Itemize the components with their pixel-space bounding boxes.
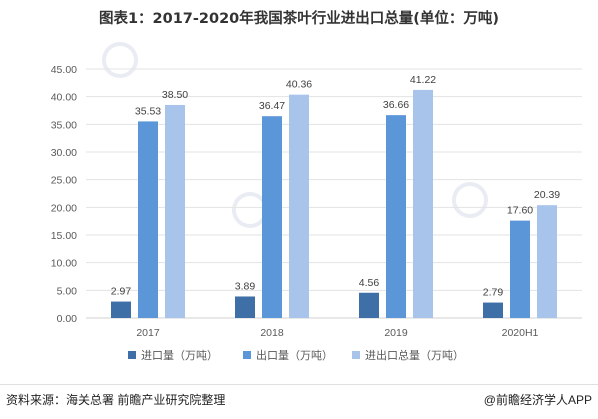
bar-2018-series-2 (289, 94, 309, 318)
data-label: 2.79 (483, 287, 504, 299)
bar-2017-series-1 (138, 121, 158, 318)
data-label: 17.60 (507, 205, 533, 217)
data-label: 20.39 (534, 189, 560, 201)
watermark (102, 42, 138, 78)
watermark (452, 182, 488, 218)
watermark (0, 198, 2, 242)
data-label: 38.50 (162, 89, 188, 101)
footer-divider (0, 384, 598, 385)
bar-2017-series-0 (111, 301, 131, 318)
bar-2019-series-2 (413, 89, 433, 318)
data-label: 4.56 (359, 277, 380, 289)
chart-title: 图表1：2017-2020年我国茶叶行业进出口总量(单位：万吨) (98, 11, 500, 27)
y-tick-label: 30.00 (51, 147, 77, 159)
legend-item: 出口量（万吨） (243, 348, 333, 362)
data-label: 35.53 (135, 105, 161, 117)
data-label: 41.22 (410, 74, 436, 86)
y-tick-label: 40.00 (51, 92, 77, 104)
source-note: 资料来源：海关总署 前瞻产业研究院整理 (6, 393, 226, 407)
brand-credit: @前瞻经济学人APP (483, 393, 592, 407)
legend-item: 进口量（万吨） (128, 349, 218, 362)
x-tick-label: 2019 (384, 327, 408, 339)
x-tick-label: 2020H1 (502, 327, 539, 339)
bar-2019-series-1 (386, 115, 406, 318)
x-axis: 2017 2018 2019 2020H1 (136, 327, 538, 339)
bar-chart: 0.00 5.00 10.00 15.00 20.00 25.00 30.00 35.00 40… (0, 42, 582, 362)
legend-label: 进出口总量（万吨） (365, 348, 464, 362)
y-tick-label: 5.00 (57, 285, 78, 297)
y-tick-label: 20.00 (51, 202, 77, 214)
legend-label: 进口量（万吨） (141, 349, 218, 362)
y-axis: 0.00 5.00 10.00 15.00 20.00 25.00 30.00 35.00 40… (51, 64, 77, 325)
y-tick-label: 25.00 (51, 175, 77, 187)
bar-2017-series-2 (165, 104, 185, 318)
watermark-group (0, 42, 488, 242)
y-tick-label: 0.00 (57, 313, 78, 325)
data-label: 3.89 (235, 280, 256, 292)
bar-2018-series-1 (262, 116, 282, 318)
data-label: 36.66 (383, 99, 409, 111)
bar-2018-series-0 (235, 296, 255, 318)
legend-swatch (352, 351, 360, 359)
legend: 进口量（万吨） 出口量（万吨） 进出口总量（万吨） (128, 348, 464, 362)
data-label: 2.97 (111, 286, 132, 298)
y-tick-label: 35.00 (51, 119, 77, 131)
data-label: 36.47 (259, 100, 285, 112)
bar-2020H1-series-1 (510, 220, 530, 318)
legend-item: 进出口总量（万吨） (352, 348, 464, 362)
legend-label: 出口量（万吨） (256, 348, 333, 362)
bar-2020H1-series-2 (537, 205, 557, 318)
y-tick-label: 10.00 (51, 258, 77, 270)
bar-2020H1-series-0 (483, 302, 503, 318)
y-tick-label: 15.00 (51, 230, 77, 242)
legend-swatch (128, 351, 136, 359)
bar-2019-series-0 (359, 292, 379, 318)
x-tick-label: 2018 (260, 327, 284, 339)
bars (111, 89, 557, 318)
data-label: 40.36 (286, 79, 312, 91)
y-tick-label: 45.00 (51, 64, 77, 76)
legend-swatch (243, 351, 251, 359)
x-tick-label: 2017 (136, 327, 160, 339)
